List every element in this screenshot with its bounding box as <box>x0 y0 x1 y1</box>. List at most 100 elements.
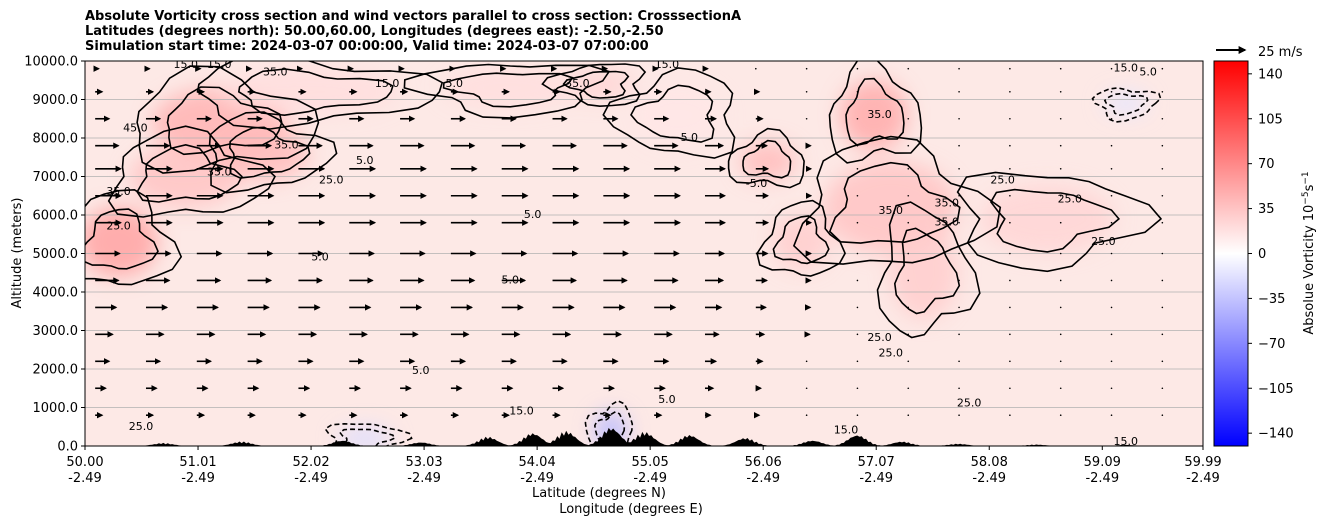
wind-vector <box>755 67 757 70</box>
wind-vector <box>1009 279 1011 282</box>
wind-vector <box>1110 144 1113 147</box>
x-tick-label-lon: -2.49 <box>859 471 893 486</box>
y-tick-label: 2000.0 <box>33 363 79 378</box>
wind-vector <box>1059 306 1062 309</box>
wind-vector <box>1110 333 1113 336</box>
contour-label: 5.0 <box>658 393 676 406</box>
contour-line <box>136 143 243 203</box>
wind-vector <box>907 194 910 197</box>
contour-label: 25.0 <box>957 397 982 410</box>
contour-label: 15.0 <box>655 58 680 71</box>
terrain-fill <box>85 427 1203 446</box>
x-tick-label-lon: -2.49 <box>68 471 102 486</box>
wind-vectors <box>93 65 1164 419</box>
wind-vector <box>856 221 859 224</box>
vorticity-blob <box>219 68 399 115</box>
x-axis-label-lat: Latitude (degrees N) <box>532 486 666 501</box>
wind-vector <box>805 117 808 120</box>
wind-vector <box>1110 67 1113 70</box>
x-tick-label-lon: -2.49 <box>633 471 667 486</box>
wind-vector <box>1110 360 1113 363</box>
contour-label: 25.0 <box>129 420 154 433</box>
wind-vector <box>907 333 910 336</box>
x-tick-label-lat: 56.06 <box>745 455 782 470</box>
y-tick-label: 8000.0 <box>33 132 79 147</box>
contour-line <box>562 70 630 99</box>
colorbar-ticks: 140 105 70 35 0 −35 −70 −105 −140 <box>1248 67 1294 442</box>
wind-vector <box>907 144 910 147</box>
wind-vector <box>907 67 910 70</box>
contour-label: 15.0 <box>1114 62 1139 75</box>
wind-vector <box>1161 252 1164 255</box>
wind-vector <box>1059 414 1062 417</box>
y-tick-label: 9000.0 <box>33 93 79 108</box>
contour-label: 5.0 <box>1139 66 1157 79</box>
wind-vector <box>1059 144 1062 147</box>
contour-line <box>845 77 905 146</box>
contour-label: 25.0 <box>879 347 904 360</box>
x-tick-label-lat: 54.04 <box>519 455 556 470</box>
contour-label: 35.0 <box>934 216 959 229</box>
contour-line <box>166 86 283 156</box>
wind-vector <box>1059 67 1062 70</box>
vorticity-blob <box>1103 91 1149 115</box>
contour-label: -5.0 <box>746 177 767 190</box>
contour-label: 35.0 <box>879 204 904 217</box>
contour-label: 5.0 <box>356 154 374 167</box>
wind-vector <box>907 91 910 93</box>
contour-label: 5.0 <box>681 131 699 144</box>
colorbar-tick-label: 105 <box>1258 112 1283 127</box>
wind-vector <box>1009 194 1011 197</box>
plot-area: 45.035.025.035.035.025.035.015.015.05.05… <box>84 58 1204 447</box>
wind-vector <box>856 67 859 70</box>
terrain <box>85 427 1203 446</box>
contour-line <box>876 201 981 339</box>
y-tick-label: 7000.0 <box>33 170 79 185</box>
wind-vector <box>1009 117 1011 120</box>
wind-vector <box>958 414 960 417</box>
contour-line <box>1091 87 1162 123</box>
contour-label: 25.0 <box>319 173 344 186</box>
contour-line <box>442 72 574 108</box>
colorbar-gradient <box>1213 60 1249 447</box>
wind-vector <box>1059 168 1062 170</box>
wind-vector <box>805 360 808 363</box>
wind-vector <box>958 360 960 363</box>
wind-vector <box>1161 117 1164 120</box>
contour-line <box>792 135 1002 265</box>
contour-lines <box>85 61 1162 446</box>
x-tick-label-lat: 52.02 <box>292 455 329 470</box>
contour-line <box>630 84 715 143</box>
colorbar-tick-label: −140 <box>1258 427 1294 442</box>
wind-vector <box>1009 306 1011 309</box>
contour-line <box>208 111 338 194</box>
wind-vector <box>907 252 910 255</box>
x-tick-label-lat: 50.00 <box>66 455 103 470</box>
contour-label: 15.0 <box>207 58 232 71</box>
contour-label: 35.0 <box>263 66 288 79</box>
wind-vector <box>1059 221 1062 224</box>
contour-line <box>893 227 961 315</box>
wind-vector <box>958 333 960 336</box>
contour-line <box>772 215 830 265</box>
contour-line <box>228 126 311 179</box>
wind-vector <box>1161 360 1164 363</box>
contour-line <box>828 161 961 244</box>
colorbar-tick-label: −105 <box>1258 382 1294 397</box>
wind-vector <box>856 306 859 309</box>
contour-line <box>584 399 634 446</box>
wind-vector <box>1009 360 1011 363</box>
wind-vector <box>1110 221 1113 224</box>
wind-vector <box>1009 252 1011 255</box>
wind-vector <box>1161 333 1164 336</box>
contour-label: 25.0 <box>1058 193 1083 206</box>
x-tick-label-lon: -2.49 <box>181 471 215 486</box>
contour-label: 35.0 <box>106 185 131 198</box>
wind-vector <box>856 117 859 120</box>
x-tick-label-lat: 51.01 <box>179 455 216 470</box>
wind-vector <box>1161 414 1164 417</box>
contour-line <box>756 199 846 277</box>
colorbar: 140 105 70 35 0 −35 −70 −105 −140 Absolue Vortic… <box>1213 60 1317 447</box>
colorbar-tick-label: 70 <box>1258 157 1275 172</box>
